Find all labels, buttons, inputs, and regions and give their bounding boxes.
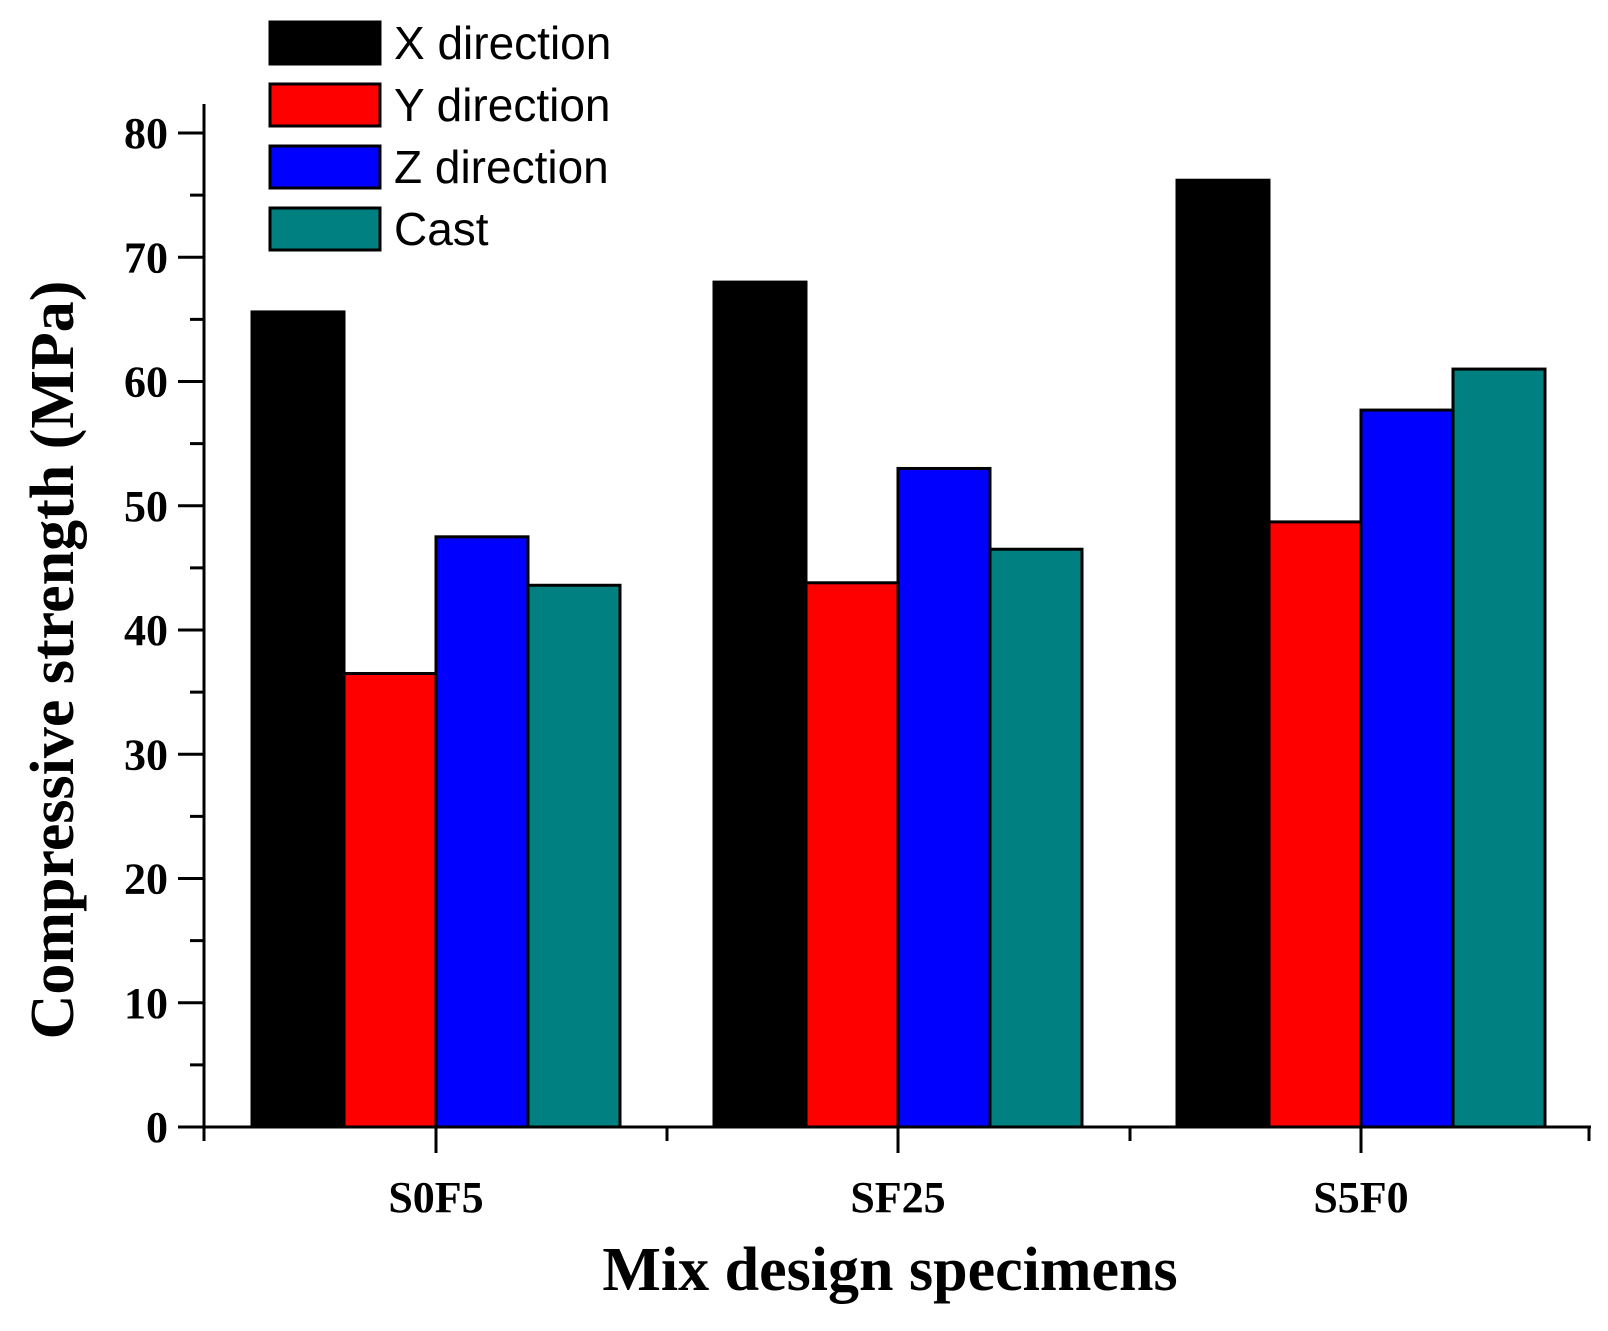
bar-s5f0-cast	[1451, 367, 1547, 1129]
legend-label: Cast	[394, 203, 489, 255]
legend-label: Z direction	[394, 141, 609, 193]
y-tick-label: 70	[124, 233, 168, 282]
legend-swatch	[268, 144, 382, 190]
legend: X direction Y direction Z direction Cast	[268, 17, 611, 255]
x-tick-label: SF25	[850, 1173, 945, 1222]
y-tick-label: 80	[124, 109, 168, 158]
bar-s0f5-z-direction	[434, 535, 530, 1129]
bar-s0f5-y-direction	[342, 671, 438, 1129]
y-tick-label: 50	[124, 482, 168, 531]
y-tick-label: 10	[124, 979, 168, 1028]
legend-swatch	[268, 206, 382, 252]
bar-s5f0-x-direction	[1175, 178, 1271, 1129]
x-tick-label: S0F5	[388, 1173, 483, 1222]
bar-s0f5-cast	[526, 583, 622, 1129]
y-tick-label: 20	[124, 855, 168, 904]
bar-sf25-x-direction	[712, 280, 808, 1129]
legend-label: Y direction	[394, 79, 611, 131]
bar-s5f0-y-direction	[1267, 520, 1363, 1129]
y-ticks: 0 10 20 30 40 50 60 70 80	[124, 109, 204, 1152]
bar-s5f0-z-direction	[1359, 408, 1455, 1129]
bar-sf25-y-direction	[804, 581, 900, 1129]
y-tick-label: 40	[124, 606, 168, 655]
x-axis-title: Mix design specimens	[602, 1236, 1177, 1304]
axes-layer	[178, 104, 1591, 1129]
bar-sf25-z-direction	[896, 466, 992, 1129]
x-tick-label: S5F0	[1313, 1173, 1408, 1222]
legend-label: X direction	[394, 17, 611, 69]
y-tick-label: 0	[146, 1103, 168, 1152]
legend-swatch	[268, 20, 382, 66]
bar-sf25-cast	[988, 547, 1084, 1129]
bar-s0f5-x-direction	[250, 310, 346, 1129]
y-tick-label: 30	[124, 730, 168, 779]
x-ticks: S0F5 SF25 S5F0	[202, 1127, 1591, 1222]
bars-layer	[250, 178, 1547, 1129]
y-axis-title: Compressive strength (MPa)	[19, 281, 87, 1040]
y-tick-label: 60	[124, 358, 168, 407]
legend-swatch	[268, 82, 382, 128]
